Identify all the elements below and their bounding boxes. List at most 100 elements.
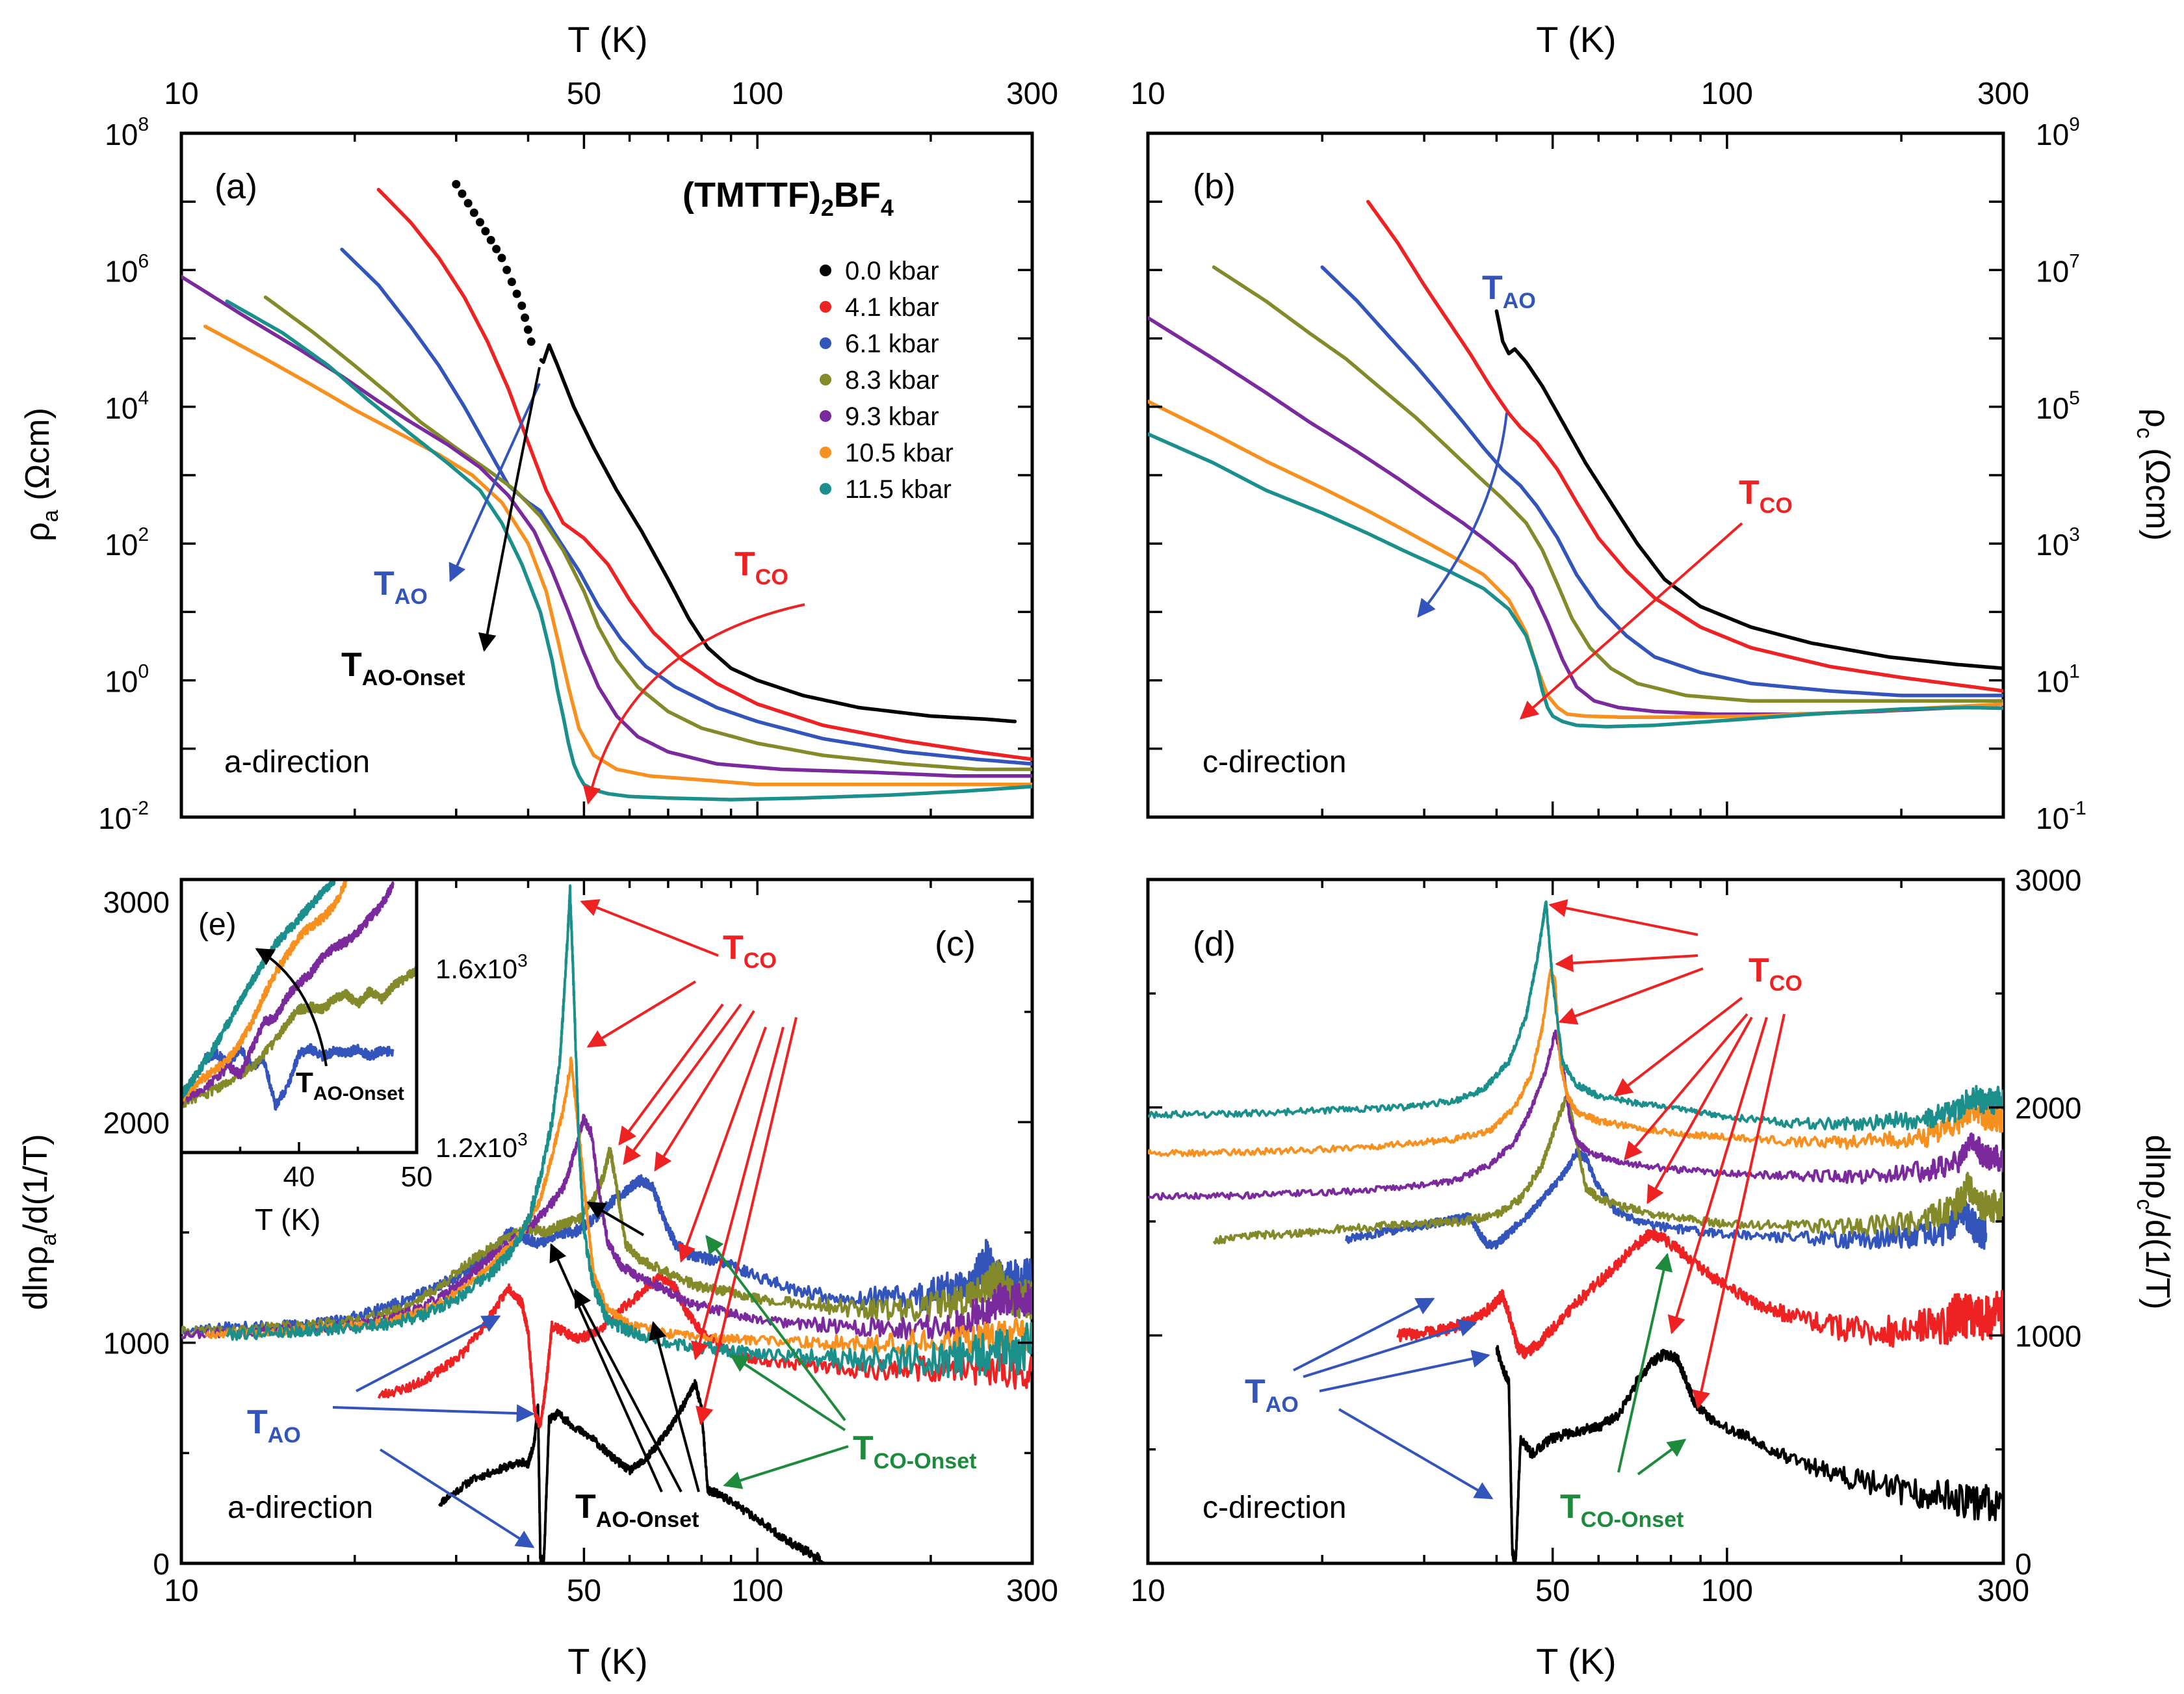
series-d-9-3-kbar — [1148, 1029, 2003, 1201]
x-tick-label: 50 — [1535, 1574, 1570, 1608]
legend-item: 10.5 kbar — [820, 439, 954, 467]
panel-d-plot — [1148, 900, 2003, 1563]
series-e-8-3-kbar — [181, 965, 417, 1108]
series-d-10-5-kbar — [1148, 968, 2003, 1158]
x-tick-label: 50 — [567, 1574, 601, 1608]
bottom-axis-title-right: T (K) — [1536, 1641, 1616, 1682]
annotation-a-tao: TAO — [374, 565, 428, 609]
series-d-4-1-kbar — [1396, 1227, 2003, 1359]
compound-mid: BF — [834, 176, 881, 215]
legend-item: 4.1 kbar — [820, 293, 939, 322]
y-tick-label: 106 — [105, 250, 149, 288]
y-tick-label: 2000 — [2015, 1091, 2081, 1125]
x-tick-label: 50 — [567, 77, 601, 111]
top-axis-title-right: T (K) — [1536, 19, 1616, 60]
y-axis-label-c: dlnρa/d(1/T) — [17, 1134, 61, 1310]
top-axis-title-left: T (K) — [567, 19, 647, 60]
legend-label: 10.5 kbar — [845, 439, 954, 467]
annotation-a-tao-onset: TAO-Onset — [341, 646, 465, 690]
legend-label: 4.1 kbar — [845, 293, 939, 322]
inset-e-xlabel: T (K) — [255, 1203, 320, 1236]
annotation-e-tao-onset: TAO-Onset — [296, 1067, 404, 1104]
direction-label-b: c-direction — [1202, 745, 1346, 779]
panel-label-c: (c) — [935, 924, 976, 963]
series-a-8-3-kbar — [263, 295, 1032, 772]
inset-x-tick-label: 50 — [401, 1161, 433, 1193]
annotation-c-tao-onset: TAO-Onset — [575, 1488, 699, 1532]
series-a-11-5-kbar — [225, 299, 1032, 801]
legend-label: 6.1 kbar — [845, 330, 939, 358]
legend-item: 8.3 kbar — [820, 366, 939, 395]
arrow-a-tco — [582, 603, 805, 805]
panel-a-plot — [181, 179, 1032, 801]
y-tick-label: 3000 — [103, 885, 170, 919]
annotation-b-tao: TAO — [1482, 269, 1536, 313]
legend-marker — [820, 301, 831, 313]
arrow-b-tao — [1417, 412, 1508, 618]
compound-formula: (TMTTF)2BF4 — [682, 176, 894, 221]
series-d-8-3-kbar — [1212, 1091, 2003, 1245]
x-tick-label: 10 — [1130, 77, 1165, 111]
arrow-a-tao — [448, 383, 541, 582]
inset-e-plot — [181, 880, 417, 1111]
series-b-8-3-kbar — [1212, 265, 2003, 703]
annotation-b-tco: TCO — [1739, 474, 1793, 518]
panel-label-b: (b) — [1193, 167, 1236, 206]
series-e-11-5-kbar — [181, 880, 336, 1099]
legend-label: 9.3 kbar — [845, 402, 939, 431]
x-tick-label: 10 — [1130, 1574, 1165, 1608]
panel-b-plot — [1148, 200, 2003, 729]
series-c-8-3-kbar — [181, 1147, 1032, 1338]
series-c-11-5-kbar — [226, 884, 1032, 1379]
panel-label-a: (a) — [214, 167, 257, 206]
y-tick-label: 2000 — [103, 1106, 170, 1140]
annotation-c-tco-onset: TCO-Onset — [853, 1429, 976, 1474]
arrows-d-tco-onset — [1617, 1253, 1687, 1476]
inner-label-c-1: 1.6x103 — [436, 950, 528, 984]
series-b-6-1-kbar — [1320, 265, 2003, 697]
x-tick-label: 300 — [1006, 77, 1058, 111]
x-tick-label: 100 — [1701, 1574, 1753, 1608]
x-tick-label: 10 — [164, 1574, 198, 1608]
y-tick-label: 105 — [2036, 387, 2080, 425]
y-axis-label-b: ρc (Ωcm) — [2132, 408, 2176, 541]
y-tick-label: 0 — [2015, 1547, 2032, 1581]
inner-label-c-2: 1.2x103 — [436, 1129, 528, 1163]
legend-marker — [820, 374, 831, 385]
direction-label-c: a-direction — [228, 1491, 373, 1525]
x-tick-label: 300 — [1006, 1574, 1058, 1608]
series-e-10-5-kbar — [181, 880, 348, 1102]
inset-e-ticks: 40 50 — [180, 1142, 433, 1193]
y-tick-label: 1000 — [2015, 1319, 2081, 1353]
legend-label: 11.5 kbar — [845, 475, 952, 504]
y-tick-label: 1000 — [103, 1327, 170, 1361]
panel-label-d: (d) — [1193, 924, 1236, 963]
legend-item: 6.1 kbar — [820, 330, 939, 358]
annotation-d-tao: TAO — [1245, 1373, 1299, 1417]
series-a-10-5-kbar — [203, 324, 1032, 787]
bottom-axis-title-left: T (K) — [567, 1641, 647, 1682]
series-a-0-0-kbar — [452, 179, 1017, 723]
annotation-c-tco: TCO — [723, 929, 777, 973]
y-tick-label: 101 — [2036, 661, 2080, 699]
x-tick-label: 10 — [164, 77, 198, 111]
y-tick-label: 3000 — [2015, 863, 2081, 897]
legend-marker — [820, 337, 831, 349]
legend-label: 8.3 kbar — [845, 366, 939, 395]
compound-base: (TMTTF) — [682, 176, 821, 215]
y-axis-label-a: ρa (Ωcm) — [19, 408, 63, 541]
y-tick-label: 10-1 — [2036, 798, 2086, 835]
series-d-11-5-kbar — [1148, 900, 2003, 1132]
x-tick-label: 300 — [1977, 77, 2029, 111]
arrows-d-tao — [1293, 1297, 1494, 1500]
arrows-c-tco-onset — [705, 1234, 849, 1489]
annotation-d-tco: TCO — [1748, 952, 1802, 996]
x-tick-label: 100 — [731, 1574, 783, 1608]
legend-item: 11.5 kbar — [820, 475, 952, 504]
series-b-11-5-kbar — [1148, 432, 2003, 729]
series-c-10-5-kbar — [204, 1056, 1032, 1356]
annotation-c-tao: TAO — [247, 1403, 301, 1448]
series-b-4-1-kbar — [1366, 200, 2003, 693]
legend-label: 0.0 kbar — [845, 257, 939, 285]
